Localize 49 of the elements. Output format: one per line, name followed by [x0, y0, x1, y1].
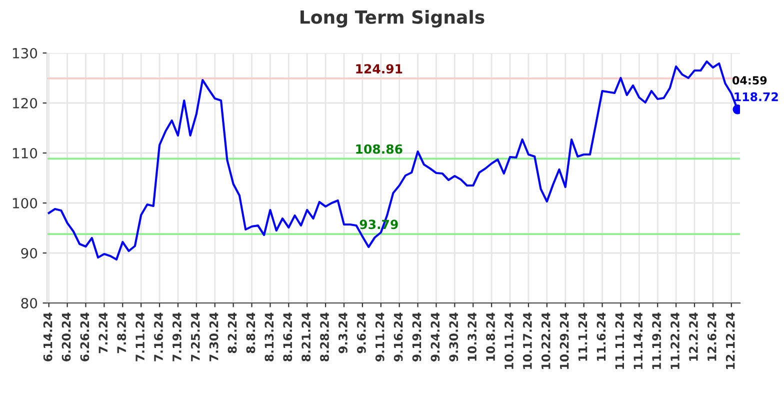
x-tick-label: 10.11.24 [504, 312, 514, 369]
x-tick-label: 9.6.24 [356, 312, 366, 354]
x-tick-label: 7.25.24 [190, 312, 200, 362]
chart-title: Long Term Signals [300, 10, 484, 28]
y-tick-label: 120 [12, 98, 38, 108]
x-tick-label: 11.6.24 [596, 312, 606, 361]
annotation: 04:59 [732, 76, 767, 85]
x-tick-label: 7.30.24 [209, 312, 218, 362]
x-tick-label: 11.14.24 [634, 312, 642, 369]
y-tick-label: 80 [21, 298, 38, 308]
x-tick-label: 7.11.24 [136, 312, 144, 362]
x-tick-label: 10.3.24 [468, 312, 477, 361]
x-tick-label: 8.16.24 [283, 312, 292, 362]
x-tick-label: 11.19.24 [652, 312, 662, 369]
y-tick-label: 90 [21, 248, 38, 258]
x-tick-label: 12.6.24 [707, 312, 716, 361]
x-tick-label: 11.11.24 [615, 312, 624, 369]
x-tick-label: 11.1.24 [578, 312, 588, 361]
x-tick-label: 9.11.24 [375, 312, 384, 362]
x-tick-label: 9.19.24 [412, 312, 422, 362]
x-tick-label: 7.16.24 [154, 312, 163, 362]
x-tick-label: 8.8.24 [246, 312, 256, 354]
y-tick-label: 130 [12, 48, 38, 58]
ref-line-label: 108.86 [356, 144, 402, 154]
x-tick-label: 7.8.24 [117, 312, 126, 354]
x-tick-label: 8.2.24 [228, 312, 237, 354]
x-tick-label: 8.13.24 [264, 312, 274, 362]
x-tick-label: 8.28.24 [320, 312, 329, 362]
data-label: 118.72 [734, 92, 778, 102]
y-tick-label: 110 [12, 148, 38, 158]
x-tick-label: 7.19.24 [172, 312, 182, 362]
y-tick-label: 100 [12, 198, 38, 208]
x-tick-label: 9.30.24 [449, 312, 458, 362]
x-tick-label: 10.22.24 [541, 312, 550, 369]
x-tick-label: 9.16.24 [394, 312, 403, 362]
x-tick-label: 6.26.24 [80, 312, 90, 362]
x-tick-label: 12.2.24 [688, 312, 698, 361]
x-tick-label: 11.22.24 [670, 312, 680, 369]
x-tick-label: 10.17.24 [522, 312, 532, 369]
x-tick-label: 7.2.24 [98, 312, 108, 354]
x-tick-label: 9.3.24 [338, 312, 348, 354]
x-tick-label: 6.14.24 [43, 312, 52, 362]
x-tick-label: 9.24.24 [430, 312, 440, 362]
x-tick-label: 10.8.24 [486, 312, 496, 361]
x-tick-label: 10.29.24 [560, 312, 569, 369]
x-tick-label: 6.20.24 [62, 312, 71, 362]
x-tick-label: 8.21.24 [302, 312, 311, 362]
ref-line-label: 124.91 [356, 64, 402, 74]
x-tick-label: 12.12.24 [726, 312, 735, 369]
